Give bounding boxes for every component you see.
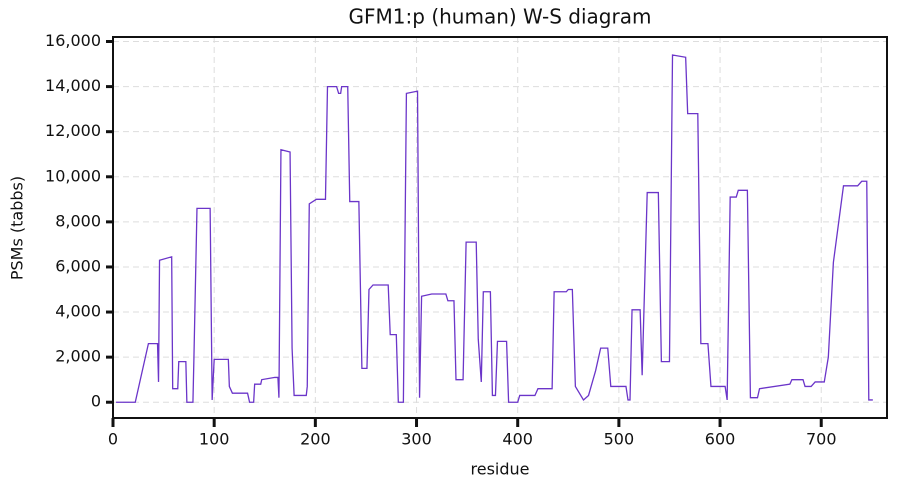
plot-frame bbox=[112, 36, 888, 419]
y-tick-label: 16,000 bbox=[45, 31, 101, 50]
y-tick-label: 10,000 bbox=[45, 166, 101, 185]
x-tick-label: 100 bbox=[199, 430, 230, 449]
y-tick-label: 4,000 bbox=[55, 302, 101, 321]
x-axis-label: residue bbox=[471, 460, 530, 479]
data-line bbox=[116, 54, 873, 403]
y-tick-label: 2,000 bbox=[55, 347, 101, 366]
x-tick-label: 700 bbox=[806, 430, 837, 449]
chart-title: GFM1:p (human) W-S diagram bbox=[349, 5, 652, 29]
x-tick-label: 200 bbox=[300, 430, 331, 449]
y-tick-label: 8,000 bbox=[55, 211, 101, 230]
y-axis-label: PSMs (tabbs) bbox=[8, 176, 27, 280]
y-tick-label: 14,000 bbox=[45, 76, 101, 95]
x-tick-label: 400 bbox=[502, 430, 533, 449]
x-tick-label: 300 bbox=[401, 430, 432, 449]
y-tick-label: 0 bbox=[91, 392, 101, 411]
x-tick-label: 600 bbox=[705, 430, 736, 449]
y-tick-label: 6,000 bbox=[55, 256, 101, 275]
y-tick-label: 12,000 bbox=[45, 121, 101, 140]
x-tick-label: 500 bbox=[604, 430, 635, 449]
x-tick-label: 0 bbox=[108, 430, 118, 449]
